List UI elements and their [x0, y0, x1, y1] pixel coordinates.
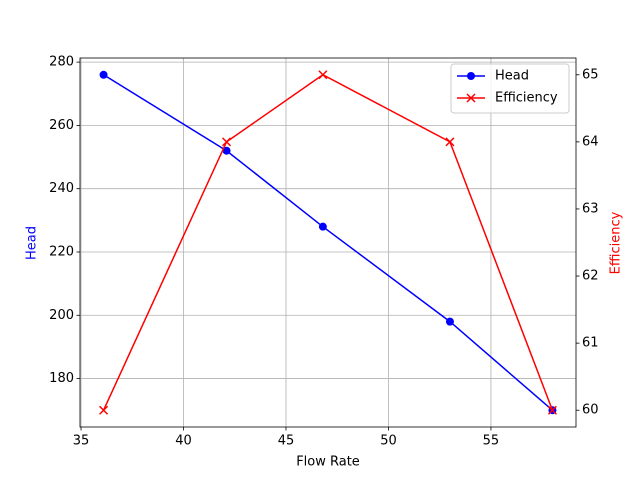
marker: [222, 146, 231, 155]
marker: [99, 405, 109, 415]
y-tick-label: 240: [49, 181, 74, 196]
marker: [222, 137, 232, 147]
x-tick-label: 50: [380, 434, 397, 449]
y-tick-label: 280: [49, 55, 74, 70]
y2-tick-label: 63: [582, 201, 599, 216]
marker: [445, 317, 454, 326]
marker: [466, 93, 476, 103]
legend: Head Efficiency: [450, 63, 570, 114]
x-axis-label: Flow Rate: [296, 455, 360, 470]
y2-tick-label: 62: [582, 269, 599, 284]
y-tick-label: 260: [49, 118, 74, 133]
y2-tick-label: 64: [582, 134, 599, 149]
y2-axis-label: Efficiency: [609, 211, 624, 274]
x-tick-label: 40: [175, 434, 192, 449]
x-tick-label: 55: [483, 434, 500, 449]
marker: [547, 405, 557, 415]
marker: [445, 137, 455, 147]
y-tick-label: 180: [49, 371, 74, 386]
legend-label: Head: [495, 69, 529, 84]
y-tick-label: 220: [49, 244, 74, 259]
marker: [318, 222, 327, 231]
y2-tick-label: 60: [582, 403, 599, 418]
y2-tick-label: 65: [582, 67, 599, 82]
marker: [318, 70, 328, 80]
legend-label: Efficiency: [495, 91, 558, 106]
marker: [99, 70, 108, 79]
y-axis-label: Head: [25, 226, 40, 260]
plot-frame: [79, 57, 577, 428]
y-tick-label: 200: [49, 308, 74, 323]
y2-tick-label: 61: [582, 336, 599, 351]
marker: [467, 72, 475, 80]
x-tick-label: 35: [73, 434, 90, 449]
x-tick-label: 45: [278, 434, 295, 449]
